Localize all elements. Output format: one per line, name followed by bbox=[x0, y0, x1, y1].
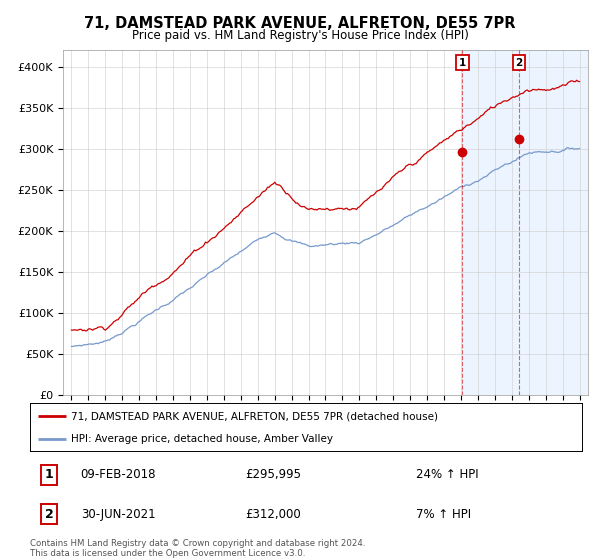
Text: HPI: Average price, detached house, Amber Valley: HPI: Average price, detached house, Ambe… bbox=[71, 434, 334, 444]
Text: £295,995: £295,995 bbox=[245, 468, 301, 482]
Text: 09-FEB-2018: 09-FEB-2018 bbox=[80, 468, 156, 482]
Text: 7% ↑ HPI: 7% ↑ HPI bbox=[416, 507, 472, 521]
Text: 24% ↑ HPI: 24% ↑ HPI bbox=[416, 468, 479, 482]
Bar bbox=[463, 50, 588, 395]
Text: Contains HM Land Registry data © Crown copyright and database right 2024.
This d: Contains HM Land Registry data © Crown c… bbox=[30, 539, 365, 558]
Text: £312,000: £312,000 bbox=[245, 507, 301, 521]
Text: 1: 1 bbox=[459, 58, 466, 68]
Text: 71, DAMSTEAD PARK AVENUE, ALFRETON, DE55 7PR: 71, DAMSTEAD PARK AVENUE, ALFRETON, DE55… bbox=[84, 16, 516, 31]
Text: Price paid vs. HM Land Registry's House Price Index (HPI): Price paid vs. HM Land Registry's House … bbox=[131, 29, 469, 42]
Text: 2: 2 bbox=[515, 58, 523, 68]
Text: 2: 2 bbox=[45, 507, 53, 521]
Text: 30-JUN-2021: 30-JUN-2021 bbox=[81, 507, 155, 521]
Text: 1: 1 bbox=[45, 468, 53, 482]
Text: 71, DAMSTEAD PARK AVENUE, ALFRETON, DE55 7PR (detached house): 71, DAMSTEAD PARK AVENUE, ALFRETON, DE55… bbox=[71, 411, 439, 421]
